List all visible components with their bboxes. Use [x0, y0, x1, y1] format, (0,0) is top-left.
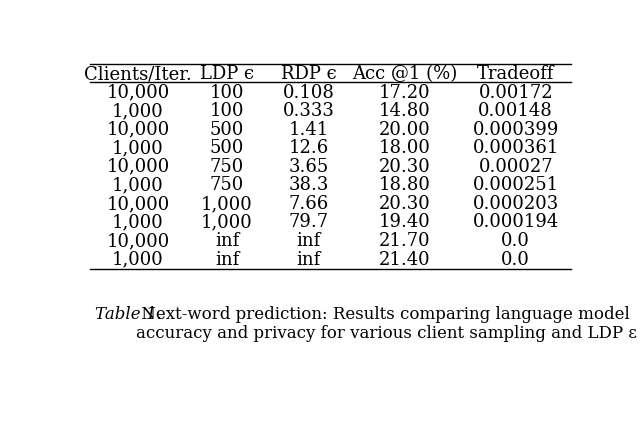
Text: 0.000361: 0.000361 [472, 139, 559, 157]
Text: 7.66: 7.66 [289, 195, 329, 213]
Text: 500: 500 [210, 139, 244, 157]
Text: 10,000: 10,000 [106, 84, 170, 102]
Text: 21.40: 21.40 [380, 251, 431, 268]
Text: 100: 100 [210, 102, 244, 120]
Text: 10,000: 10,000 [106, 121, 170, 139]
Text: 0.0: 0.0 [501, 232, 530, 250]
Text: 20.30: 20.30 [379, 195, 431, 213]
Text: 100: 100 [210, 84, 244, 102]
Text: 20.30: 20.30 [379, 158, 431, 176]
Text: 10,000: 10,000 [106, 232, 170, 250]
Text: 14.80: 14.80 [379, 102, 431, 120]
Text: 0.108: 0.108 [283, 84, 335, 102]
Text: Next-word prediction: Results comparing language model
accuracy and privacy for : Next-word prediction: Results comparing … [136, 306, 640, 342]
Text: 1,000: 1,000 [201, 213, 253, 232]
Text: 18.80: 18.80 [379, 176, 431, 194]
Text: inf: inf [297, 232, 321, 250]
Text: 1,000: 1,000 [112, 213, 164, 232]
Text: 10,000: 10,000 [106, 158, 170, 176]
Text: 750: 750 [210, 158, 244, 176]
Text: 18.00: 18.00 [379, 139, 431, 157]
Text: Table 1.: Table 1. [95, 306, 162, 323]
Text: 0.00172: 0.00172 [478, 84, 553, 102]
Text: 500: 500 [210, 121, 244, 139]
Text: 0.000399: 0.000399 [472, 121, 559, 139]
Text: 0.333: 0.333 [283, 102, 335, 120]
Text: 0.000251: 0.000251 [473, 176, 559, 194]
Text: 21.70: 21.70 [380, 232, 431, 250]
Text: inf: inf [215, 232, 239, 250]
Text: Acc @1 (%): Acc @1 (%) [353, 65, 458, 83]
Text: Tradeoff: Tradeoff [477, 65, 554, 83]
Text: 0.000203: 0.000203 [472, 195, 559, 213]
Text: 0.00148: 0.00148 [478, 102, 553, 120]
Text: 1,000: 1,000 [112, 251, 164, 268]
Text: 750: 750 [210, 176, 244, 194]
Text: 10,000: 10,000 [106, 195, 170, 213]
Text: 17.20: 17.20 [380, 84, 431, 102]
Text: inf: inf [297, 251, 321, 268]
Text: RDP ϵ: RDP ϵ [281, 65, 337, 83]
Text: 1,000: 1,000 [112, 176, 164, 194]
Text: 0.0: 0.0 [501, 251, 530, 268]
Text: inf: inf [215, 251, 239, 268]
Text: 38.3: 38.3 [289, 176, 329, 194]
Text: 20.00: 20.00 [379, 121, 431, 139]
Text: 0.00027: 0.00027 [478, 158, 553, 176]
Text: 19.40: 19.40 [379, 213, 431, 232]
Text: 1,000: 1,000 [112, 102, 164, 120]
Text: 3.65: 3.65 [289, 158, 329, 176]
Text: 1.41: 1.41 [289, 121, 329, 139]
Text: 1,000: 1,000 [112, 139, 164, 157]
Text: 1,000: 1,000 [201, 195, 253, 213]
Text: Clients/Iter.: Clients/Iter. [84, 65, 192, 83]
Text: 79.7: 79.7 [289, 213, 329, 232]
Text: 12.6: 12.6 [289, 139, 329, 157]
Text: LDP ϵ: LDP ϵ [200, 65, 254, 83]
Text: 0.000194: 0.000194 [472, 213, 559, 232]
